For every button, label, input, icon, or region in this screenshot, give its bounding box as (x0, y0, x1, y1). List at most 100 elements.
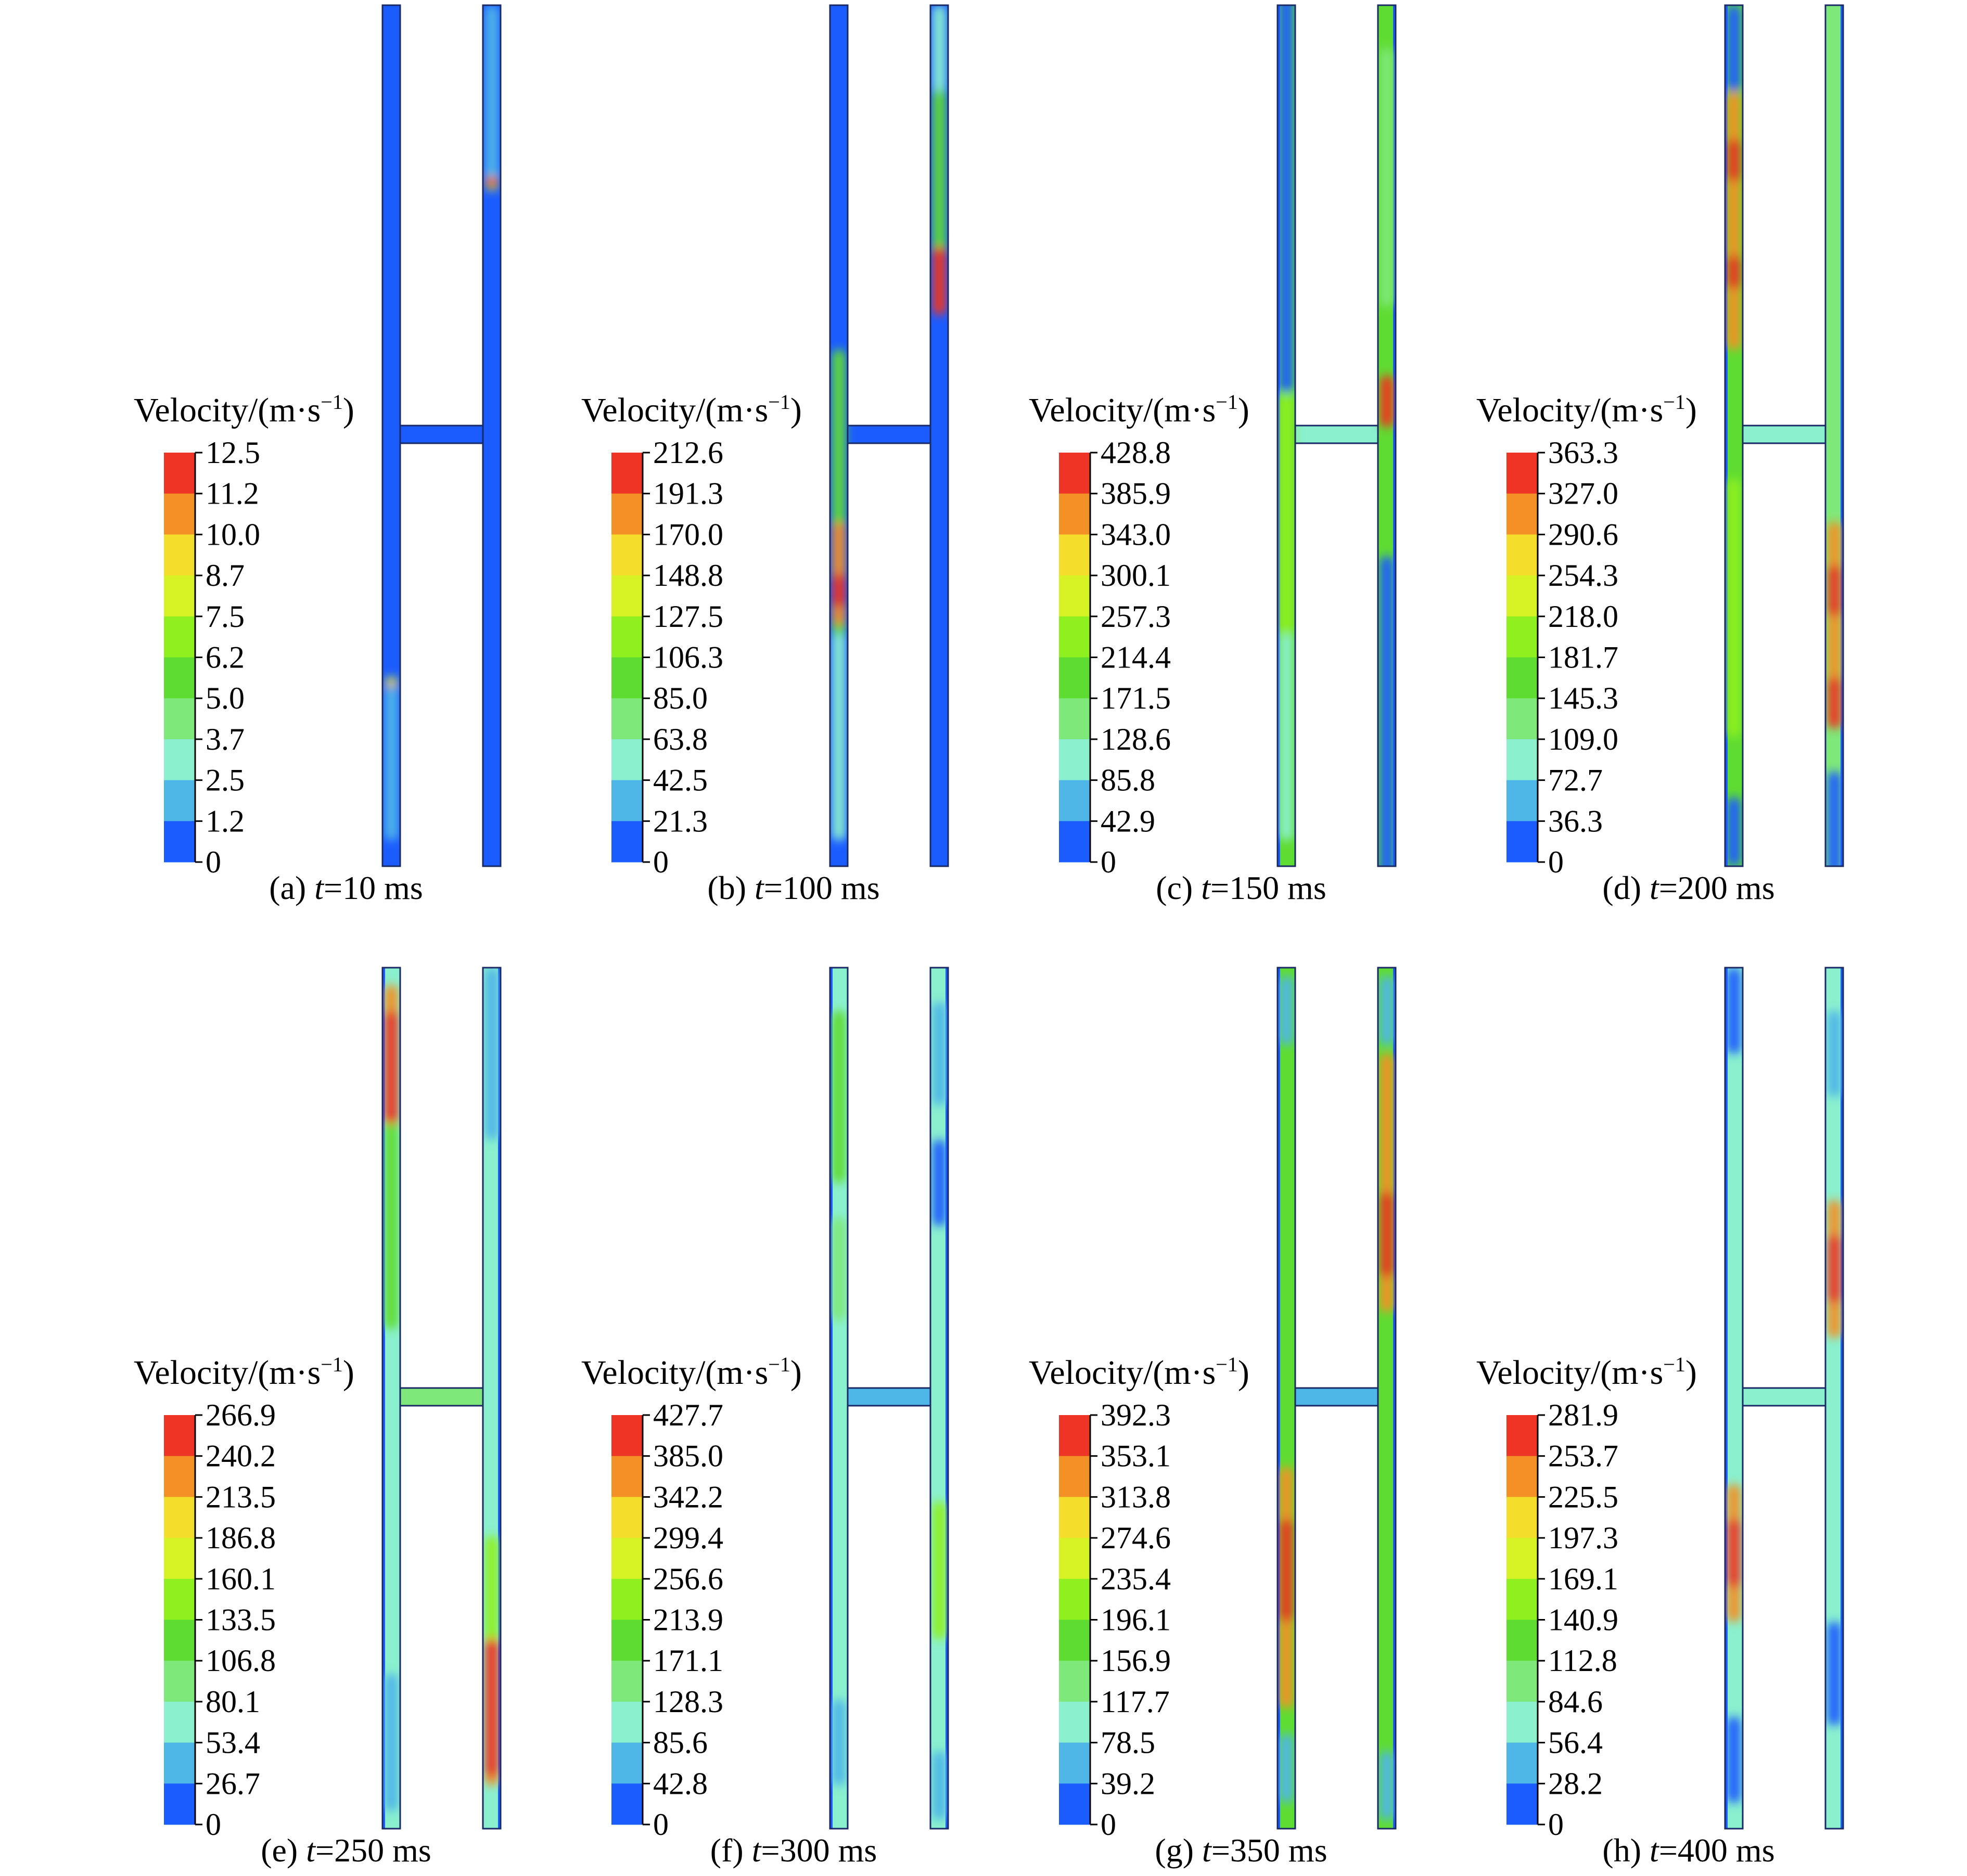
colorbar-segment (611, 1578, 643, 1620)
velocity-region (1280, 1733, 1293, 1803)
colorbar-segment (1506, 780, 1538, 821)
crossbar-outline (399, 1387, 484, 1407)
colorbar-tick-label: 213.9 (653, 1603, 723, 1637)
legend-title-main: Velocity/(m·s (1476, 391, 1663, 429)
velocity-field (1278, 968, 1396, 1829)
legend-title-main: Velocity/(m·s (134, 1354, 321, 1392)
colorbar-tick-label: 72.7 (1548, 763, 1603, 798)
velocity-region (933, 1751, 946, 1820)
velocity-region (1828, 1235, 1841, 1304)
colorbar-tick-label: 197.3 (1548, 1521, 1618, 1555)
velocity-region (1828, 676, 1841, 729)
colorbar-segment (1506, 453, 1538, 494)
colorbar-tick-label: 0 (1548, 845, 1564, 879)
colorbar-tick-label: 78.5 (1101, 1726, 1155, 1760)
legend-title-close: ) (1238, 1354, 1249, 1392)
colorbar-tick-label: 5.0 (206, 681, 245, 715)
colorbar-tick-label: 428.8 (1101, 435, 1171, 470)
velocity-region (1380, 556, 1394, 866)
colorbar-tick-label: 10.0 (206, 517, 260, 551)
legend-title-exponent: −1 (768, 1353, 790, 1376)
colorbar-segment (611, 534, 643, 576)
wall-layer (498, 5, 501, 866)
crossbar-outline (1742, 1387, 1826, 1407)
velocity-region (1380, 48, 1394, 307)
colorbar-tick-label: 53.4 (206, 1726, 260, 1760)
legend-title-exponent: −1 (1216, 1353, 1238, 1376)
colorbar-tick-label: 281.9 (1548, 1398, 1618, 1432)
colorbar-tick-label: 343.0 (1101, 517, 1171, 551)
caption-label: (g) (1155, 1832, 1202, 1869)
colorbar-segment (1506, 1661, 1538, 1702)
colorbar-tick-label: 148.8 (653, 558, 723, 593)
velocity-field (382, 5, 501, 866)
caption-variable: t (755, 869, 765, 906)
velocity-region (1727, 91, 1741, 350)
colorbar-tick-label: 169.1 (1548, 1562, 1618, 1596)
colorbar-segment (164, 1742, 195, 1784)
wall-layer (830, 5, 833, 866)
colorbar-segment (1506, 1701, 1538, 1743)
colorbar-tick-label: 0 (206, 1807, 221, 1842)
colorbar-segment (1506, 1538, 1538, 1579)
legend-title-close: ) (790, 391, 802, 429)
legend-title-exponent: −1 (1663, 390, 1685, 414)
legend-title-main: Velocity/(m·s (1476, 1354, 1663, 1392)
panel-f: Velocity/(m·s−1) 427.7 385.0 342.2 299.4 256.… (581, 967, 949, 1869)
velocity-region (385, 685, 398, 841)
colorbar-segment (164, 1701, 195, 1743)
colorbar-tick-label: 274.6 (1101, 1521, 1171, 1555)
velocity-region (1727, 797, 1741, 866)
colorbar-tick-label: 2.5 (206, 763, 245, 798)
velocity-region (1727, 1716, 1741, 1803)
velocity-region (1828, 771, 1841, 866)
colorbar-segment (611, 1415, 643, 1457)
colorbar-tick-label: 256.6 (653, 1562, 723, 1596)
velocity-region (1280, 1519, 1293, 1622)
colorbar-tick-label: 26.7 (206, 1766, 260, 1801)
crossbar-outline (1294, 425, 1379, 444)
velocity-field (1725, 968, 1843, 1829)
velocity-blobs (385, 968, 499, 1811)
caption-time: =10 ms (324, 869, 423, 906)
colorbar-tick-label: 128.6 (1101, 722, 1171, 756)
velocity-region (933, 1002, 946, 1106)
colorbar-tick-label: 127.5 (653, 599, 723, 634)
colorbar-segment (1059, 1497, 1090, 1538)
velocity-region (485, 176, 499, 187)
colorbar-segment (164, 1620, 195, 1661)
panel-a: Velocity/(m·s−1) 12.5 11.2 10.0 8.7 7.5 6.2 5.0… (134, 4, 502, 906)
velocity-region (933, 5, 946, 92)
caption-label: (f) (710, 1832, 752, 1869)
velocity-region (485, 1639, 499, 1777)
panel-caption: (a) t=10 ms (269, 869, 423, 906)
colorbar-segment (1506, 1742, 1538, 1784)
caption-time: =250 ms (315, 1832, 431, 1869)
colorbar-tick-label: 128.3 (653, 1685, 723, 1719)
colorbar-tick-label: 0 (206, 845, 221, 879)
velocity-region (1380, 1751, 1394, 1820)
crossbar-fill (1743, 1388, 1825, 1406)
colorbar-tick-label: 0 (1101, 845, 1116, 879)
velocity-region (1380, 976, 1394, 1045)
crossbar-fill (1743, 426, 1825, 443)
left-pipe-fill (1725, 968, 1743, 1829)
colorbar-tick-label: 266.9 (206, 1398, 276, 1432)
panel-c: Velocity/(m·s−1) 428.8 385.9 343.0 300.1 257.… (1029, 4, 1397, 906)
caption-label: (c) (1156, 869, 1201, 906)
colorbar-segment (611, 1620, 643, 1661)
wall-layer (1725, 968, 1728, 1829)
colorbar-segment (1059, 1415, 1090, 1457)
colorbar-segment (611, 1742, 643, 1784)
velocity-region (1380, 375, 1394, 427)
caption-time: =150 ms (1210, 869, 1326, 906)
crossbar-fill (1295, 1388, 1378, 1406)
colorbar-tick-label: 117.7 (1101, 1685, 1170, 1719)
velocity-blobs (385, 5, 499, 841)
wall-layer (1841, 968, 1843, 1829)
colorbar-tick-label: 212.6 (653, 435, 723, 470)
colorbar-tick-label: 140.9 (1548, 1603, 1618, 1637)
caption-label: (a) (269, 869, 314, 906)
velocity-region (1828, 1622, 1841, 1726)
wall-layer (1393, 5, 1396, 866)
